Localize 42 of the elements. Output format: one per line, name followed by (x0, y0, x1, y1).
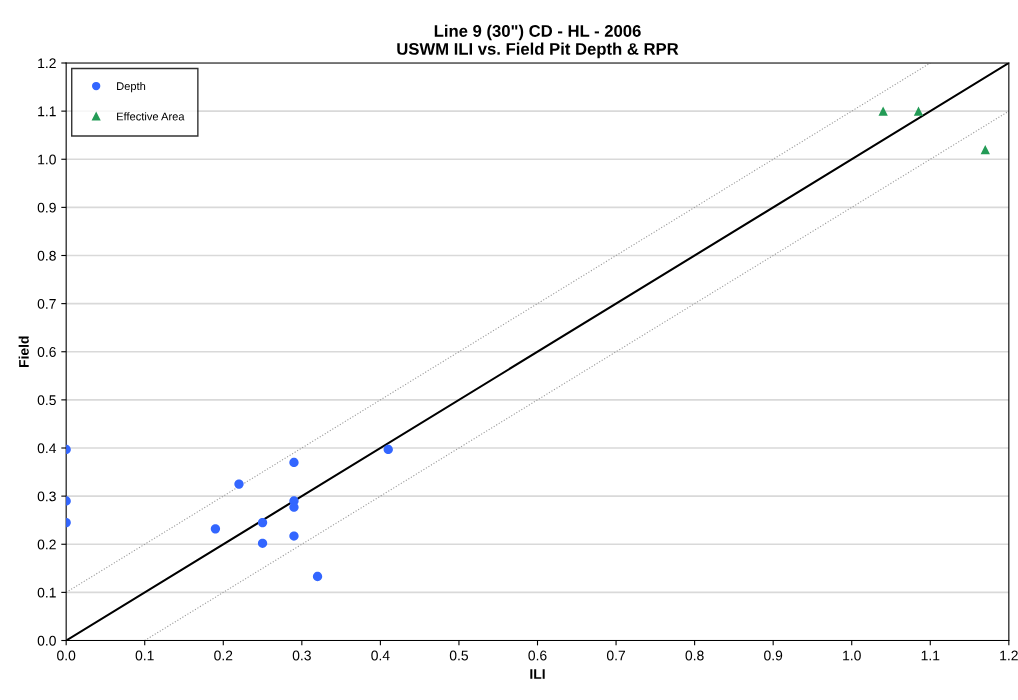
y-tick-label: 1.1 (38, 106, 56, 117)
point (913, 106, 924, 116)
point (234, 479, 244, 489)
point (878, 106, 888, 116)
x-tick-label: 0.2 (214, 650, 233, 661)
y-tick-label: 0.7 (37, 298, 56, 309)
x-tick-label: 1.0 (843, 650, 861, 661)
y-tick-label: 0.8 (37, 250, 56, 261)
x-tick-label: 0.3 (292, 650, 311, 661)
x-tick-label: 0.7 (606, 650, 626, 661)
chart-title: Line 9 (30") CD - HL - 2006 USWM ILI vs. Field Pit Depth & RPR (397, 24, 679, 59)
x-tick-label: 0.4 (371, 650, 390, 661)
point (383, 444, 393, 455)
x-tick-label: 0.8 (685, 650, 704, 661)
y-tick-label: 0.6 (37, 347, 56, 357)
point (257, 538, 268, 548)
x-tick-label: 0.5 (449, 650, 469, 661)
x-tick-label: 0.6 (528, 650, 547, 661)
y-tick-label: 0.5 (37, 395, 56, 406)
x-tick-label: 0.1 (135, 650, 154, 661)
x-tick-label: 0.9 (764, 650, 783, 661)
legend-label: Depth (117, 81, 146, 93)
y-tick-label: 0.1 (37, 587, 56, 598)
y-tick-label: 0.2 (37, 539, 56, 550)
x-tick-label: 0.0 (57, 650, 76, 661)
x-axis-title: ILI (530, 669, 545, 679)
point (289, 457, 299, 468)
x-tick-label: 1.1 (921, 650, 940, 661)
y-tick-label: 1.0 (38, 154, 56, 165)
y-axis-title: Field (18, 336, 29, 368)
y-tick-label: 0.0 (37, 635, 56, 646)
point (312, 571, 323, 582)
y-tick-label: 0.9 (37, 202, 56, 213)
point (289, 531, 299, 541)
y-tick-label: 0.3 (37, 491, 56, 502)
point (257, 517, 268, 528)
legend-label: Effective Area (117, 112, 185, 121)
x-tick-label: 1.2 (1000, 650, 1018, 661)
y-tick-label: 0.4 (37, 443, 57, 454)
y-tick-label: 1.2 (38, 58, 56, 69)
point (210, 524, 221, 534)
point (980, 144, 990, 155)
